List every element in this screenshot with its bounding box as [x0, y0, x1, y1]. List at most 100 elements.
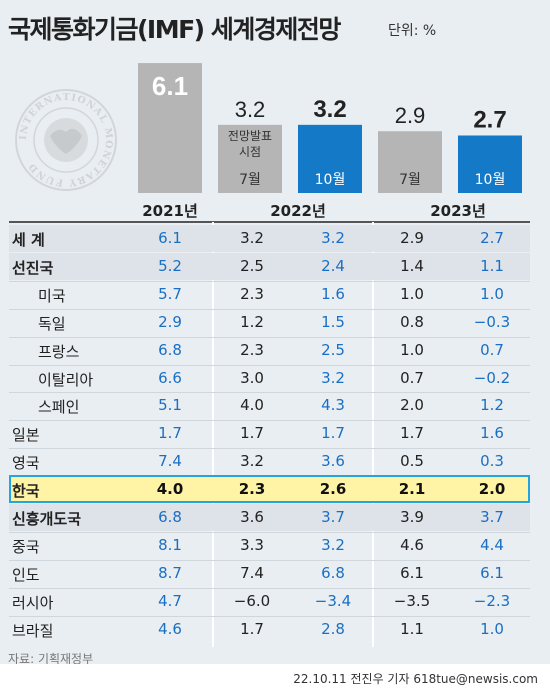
bar-value-label: 6.1: [152, 71, 188, 101]
row-divider: [9, 392, 530, 394]
row-label: 인도: [12, 565, 40, 584]
table-cell: 6.6: [158, 368, 182, 387]
table-cell: 4.4: [480, 535, 504, 554]
table-cell: 3.9: [400, 508, 424, 526]
table-cell: 1.7: [321, 424, 345, 443]
table-cell: 1.1: [480, 256, 504, 275]
row-label: 세 계: [12, 231, 45, 249]
table-cell: 4.3: [321, 396, 345, 415]
row-label: 선진국: [12, 258, 54, 277]
table-cell: 8.1: [158, 535, 182, 554]
table-cell: 5.2: [158, 256, 182, 275]
table-cell: −3.4: [314, 591, 352, 610]
table-cell: 6.8: [158, 508, 182, 526]
row-label: 독일: [38, 314, 66, 333]
group-row-bg: [9, 252, 530, 280]
table-cell: 6.8: [158, 340, 182, 359]
table-cell: 6.1: [158, 229, 182, 247]
table-cell: 1.7: [400, 424, 424, 443]
row-label: 영국: [12, 454, 40, 473]
table-cell: 4.6: [158, 619, 182, 638]
page-title: 국제통화기금(IMF) 세계경제전망: [8, 15, 341, 44]
bar-period-label: 10월: [315, 172, 346, 188]
table-cell: 5.1: [158, 396, 182, 415]
table-cell: 1.5: [321, 312, 345, 331]
bar-0: [138, 63, 202, 193]
table-cell: 3.3: [240, 535, 264, 554]
table-cell: 3.2: [321, 535, 345, 554]
bar-value-label: 2.7: [473, 106, 506, 133]
table-cell: 2.0: [400, 396, 424, 415]
table-cell: 1.7: [240, 424, 264, 443]
unit-label: 단위: %: [388, 23, 437, 39]
table-cell: 1.2: [240, 312, 264, 331]
row-divider: [9, 615, 530, 617]
table-cell: 1.0: [480, 284, 504, 303]
year-header: 2023년: [430, 202, 486, 220]
table-cell: 8.7: [158, 563, 182, 582]
table-cell: 1.6: [321, 284, 345, 303]
row-label: 일본: [12, 426, 40, 445]
row-label: 이탈리아: [38, 370, 94, 389]
credit-line: 22.10.11 전진우 기자 618tue@newsis.com: [293, 672, 538, 686]
row-divider: [9, 364, 530, 366]
imf-seal-logo: INTERNATIONAL MONETARY FUND: [15, 89, 117, 191]
bar-3: [378, 131, 442, 193]
table-cell: 3.6: [240, 508, 264, 526]
table-cell: 3.2: [240, 229, 264, 247]
table-cell: 1.7: [158, 424, 182, 443]
table-cell: 6.8: [321, 563, 345, 582]
row-label: 프랑스: [38, 342, 80, 361]
row-divider: [9, 308, 530, 310]
row-label: 러시아: [12, 593, 54, 612]
highlight-row-korea: [9, 475, 530, 504]
table-cell: −3.5: [393, 591, 431, 610]
row-divider: [9, 420, 530, 422]
bar-value-label: 3.2: [313, 96, 346, 123]
bar-1: [218, 124, 282, 193]
table-cell: 1.2: [480, 396, 504, 415]
row-label: 브라질: [12, 621, 54, 640]
table-cell: 2.5: [240, 256, 264, 275]
bar-4: [458, 135, 522, 193]
table-cell: 2.6: [319, 480, 347, 499]
table-cell: 1.1: [400, 619, 424, 638]
table-cell: 2.4: [321, 256, 345, 275]
row-divider: [9, 336, 530, 338]
table-cell: 4.7: [158, 591, 182, 610]
table-cell: −6.0: [233, 591, 271, 610]
table-cell: 7.4: [158, 452, 182, 471]
year-header: 2021년: [142, 202, 198, 220]
table-cell: 1.0: [400, 340, 424, 359]
table-cell: 0.7: [400, 368, 424, 387]
table-cell: 3.2: [240, 452, 264, 471]
row-label: 미국: [38, 286, 66, 305]
table-cell: 3.2: [321, 368, 345, 387]
table-cell: 3.2: [321, 229, 345, 247]
group-row-bg: [9, 225, 530, 252]
bar-note-label: 전망발표: [228, 129, 272, 143]
table-cell: 0.3: [480, 452, 504, 471]
table-cell: 4.0: [156, 480, 184, 499]
table-cell: −0.2: [473, 368, 511, 387]
table-cell: 2.3: [238, 480, 266, 499]
table-cell: 4.6: [400, 535, 424, 554]
row-label: 신흥개도국: [12, 510, 82, 528]
table-cell: 0.7: [480, 340, 504, 359]
bar-period-label: 7월: [239, 172, 261, 188]
table-cell: 2.8: [321, 619, 345, 638]
table-cell: 3.6: [321, 452, 345, 471]
row-divider: [9, 531, 530, 533]
table-cell: 7.4: [240, 563, 264, 582]
year-header: 2022년: [270, 202, 326, 220]
table-cell: 2.1: [398, 480, 426, 499]
table-cell: 2.3: [240, 284, 264, 303]
table-cell: 2.9: [158, 312, 182, 331]
table-cell: 0.5: [400, 452, 424, 471]
row-label: 중국: [12, 537, 40, 556]
column-separator: [212, 222, 214, 647]
table-cell: 6.1: [400, 563, 424, 582]
row-divider: [9, 280, 530, 282]
table-cell: 1.6: [480, 424, 504, 443]
